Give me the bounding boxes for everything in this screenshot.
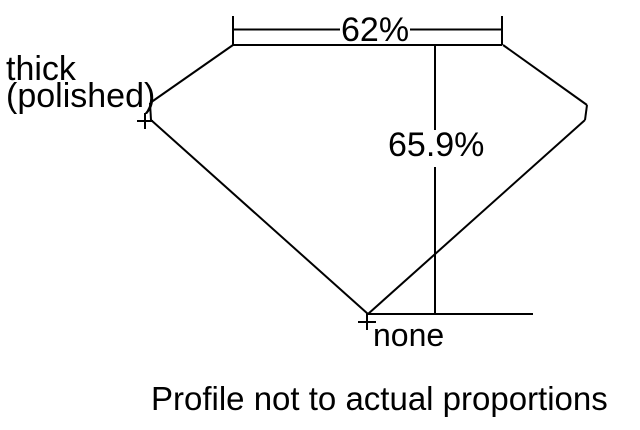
girdle-left-line (149, 102, 152, 121)
crown-facet-right-line (502, 44, 588, 106)
girdle-label-line2: (polished) (6, 77, 156, 115)
culet-label: none (373, 317, 445, 353)
caption-text: Profile not to actual proportions (151, 380, 608, 417)
depth-percent-label: 65.9% (388, 126, 485, 164)
table-percent-label: 62% (341, 11, 410, 49)
girdle-label: thick (polished) (6, 50, 156, 115)
crown-facet-left-line (149, 44, 234, 104)
girdle-label-line1: thick (6, 50, 76, 88)
pavilion-facet-right-line (367, 119, 586, 315)
pavilion-facet-left-line (150, 119, 369, 315)
girdle-right-line (584, 104, 588, 121)
